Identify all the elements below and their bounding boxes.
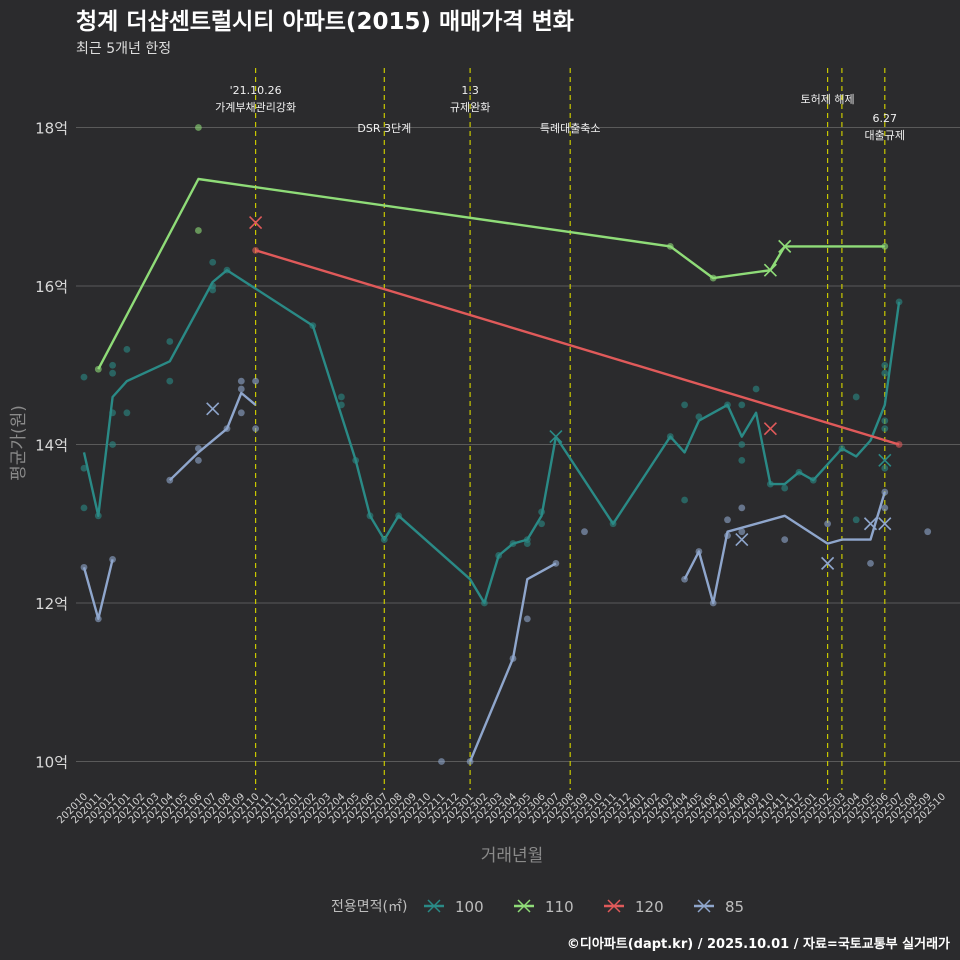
event-label: 토허제 해제 bbox=[801, 92, 855, 106]
y-tick-label: 10억 bbox=[35, 754, 68, 772]
legend-title: 전용면적(㎡) bbox=[331, 899, 407, 915]
data-point-100 bbox=[80, 464, 88, 472]
data-point-85 bbox=[924, 528, 932, 536]
chart-subtitle: 최근 5개년 한정 bbox=[76, 41, 171, 57]
series-line-85 bbox=[683, 491, 886, 605]
x-marker-120 bbox=[249, 216, 263, 230]
series-line-85 bbox=[168, 391, 257, 482]
x-marker-110 bbox=[778, 239, 792, 253]
x-marker-100 bbox=[878, 453, 892, 467]
data-point-85 bbox=[581, 528, 588, 536]
data-point-110 bbox=[195, 124, 202, 131]
data-point-85 bbox=[195, 456, 202, 464]
data-point-85 bbox=[237, 377, 245, 385]
series-line-85 bbox=[82, 559, 114, 620]
series-line-85 bbox=[468, 562, 557, 762]
data-point-100 bbox=[681, 496, 688, 504]
data-point-85 bbox=[824, 520, 831, 528]
data-point-100 bbox=[752, 385, 760, 393]
x-marker-120 bbox=[763, 422, 777, 436]
data-point-85 bbox=[881, 504, 889, 512]
y-tick-label: 12억 bbox=[35, 595, 68, 613]
legend-swatch-marker bbox=[697, 899, 711, 913]
x-marker-85 bbox=[735, 533, 749, 547]
data-point-85 bbox=[237, 409, 245, 417]
legend-swatch-marker bbox=[607, 899, 621, 913]
y-axis-label: 평균가(원) bbox=[9, 405, 29, 481]
data-point-85 bbox=[867, 559, 874, 567]
legend-label: 85 bbox=[725, 898, 744, 916]
data-point-100 bbox=[166, 377, 174, 385]
event-label: 6.27 대출규제 bbox=[865, 112, 905, 142]
data-point-100 bbox=[538, 520, 545, 528]
data-point-100 bbox=[681, 401, 688, 409]
series-layer bbox=[80, 124, 932, 765]
x-marker-85 bbox=[878, 517, 892, 531]
data-point-100 bbox=[109, 441, 116, 448]
event-label: 1.3 규제완화 bbox=[450, 84, 490, 114]
event-label: DSR 3단계 bbox=[357, 122, 411, 135]
data-point-85 bbox=[237, 385, 245, 393]
data-point-100 bbox=[338, 393, 345, 401]
data-point-100 bbox=[881, 369, 889, 377]
x-axis-label: 거래년월 bbox=[481, 846, 544, 866]
caption: ©디아파트(dapt.kr) / 2025.10.01 / 자료=국토교통부 실… bbox=[567, 936, 950, 952]
data-point-85 bbox=[523, 615, 531, 623]
legend-swatch-marker bbox=[427, 899, 441, 913]
data-point-100 bbox=[523, 540, 531, 547]
data-point-110 bbox=[195, 227, 202, 234]
data-point-100 bbox=[123, 346, 131, 353]
data-point-100 bbox=[123, 409, 131, 417]
data-point-85 bbox=[438, 758, 445, 765]
chart-title: 청계 더샵센트럴시티 아파트(2015) 매매가격 변화 bbox=[76, 9, 574, 35]
y-tick-label: 14억 bbox=[35, 437, 68, 455]
y-tick-label: 16억 bbox=[35, 278, 68, 296]
data-point-100 bbox=[80, 504, 88, 512]
event-label: 특례대출축소 bbox=[540, 122, 601, 135]
series-line-100 bbox=[82, 269, 901, 605]
data-point-100 bbox=[738, 441, 746, 448]
data-point-85 bbox=[738, 504, 746, 512]
legend: 전용면적(㎡) 100 110 120 85 bbox=[331, 898, 744, 916]
series-line-120 bbox=[255, 249, 900, 446]
x-marker-85 bbox=[821, 556, 835, 570]
legend-label: 100 bbox=[455, 898, 484, 916]
legend-swatch-marker bbox=[517, 899, 531, 913]
legend-label: 110 bbox=[545, 898, 574, 916]
data-point-100 bbox=[109, 369, 116, 377]
data-point-100 bbox=[209, 258, 217, 266]
data-point-100 bbox=[80, 373, 88, 381]
data-point-100 bbox=[881, 425, 889, 433]
data-point-100 bbox=[881, 361, 889, 369]
y-tick-label: 18억 bbox=[35, 120, 68, 138]
data-point-100 bbox=[781, 484, 789, 492]
data-point-100 bbox=[738, 456, 746, 464]
data-point-85 bbox=[781, 536, 789, 543]
event-label: '21.10.26 가계부채관리강화 bbox=[215, 84, 296, 114]
data-point-100 bbox=[881, 464, 889, 472]
grid-lines bbox=[76, 127, 960, 762]
legend-label: 120 bbox=[635, 898, 664, 916]
data-point-100 bbox=[166, 338, 174, 345]
data-point-85 bbox=[738, 528, 746, 536]
data-point-100 bbox=[852, 516, 860, 524]
x-axis-ticks: 2020102020112020122021012021022021032021… bbox=[55, 791, 948, 826]
data-point-100 bbox=[852, 393, 860, 401]
data-point-100 bbox=[881, 417, 889, 425]
data-point-85 bbox=[252, 425, 259, 433]
x-marker-85 bbox=[863, 517, 878, 531]
data-point-85 bbox=[724, 516, 731, 524]
x-marker-110 bbox=[763, 263, 777, 277]
data-point-85 bbox=[252, 377, 259, 385]
x-marker-100 bbox=[549, 430, 563, 444]
data-point-100 bbox=[109, 361, 116, 369]
data-point-100 bbox=[738, 401, 746, 409]
y-axis-ticks: 10억 12억 14억 16억 18억 bbox=[35, 120, 68, 772]
x-marker-85 bbox=[206, 402, 220, 416]
